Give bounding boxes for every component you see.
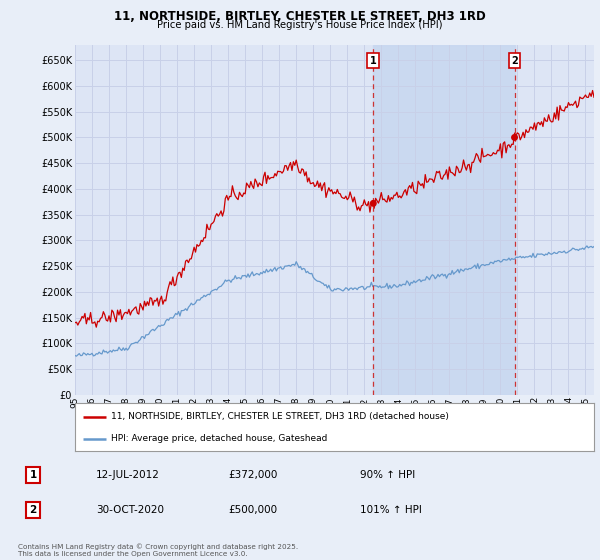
Text: 11, NORTHSIDE, BIRTLEY, CHESTER LE STREET, DH3 1RD: 11, NORTHSIDE, BIRTLEY, CHESTER LE STREE… — [114, 10, 486, 22]
Text: HPI: Average price, detached house, Gateshead: HPI: Average price, detached house, Gate… — [112, 435, 328, 444]
Text: 101% ↑ HPI: 101% ↑ HPI — [360, 505, 422, 515]
Text: 2: 2 — [29, 505, 37, 515]
Text: 90% ↑ HPI: 90% ↑ HPI — [360, 470, 415, 479]
Text: Contains HM Land Registry data © Crown copyright and database right 2025.
This d: Contains HM Land Registry data © Crown c… — [18, 544, 298, 557]
Text: 1: 1 — [370, 55, 377, 66]
Text: 11, NORTHSIDE, BIRTLEY, CHESTER LE STREET, DH3 1RD (detached house): 11, NORTHSIDE, BIRTLEY, CHESTER LE STREE… — [112, 412, 449, 421]
Bar — [373, 45, 515, 395]
Text: 1: 1 — [29, 470, 37, 479]
Text: 12-JUL-2012: 12-JUL-2012 — [96, 470, 160, 479]
Text: £372,000: £372,000 — [228, 470, 277, 479]
Text: Price paid vs. HM Land Registry's House Price Index (HPI): Price paid vs. HM Land Registry's House … — [157, 20, 443, 30]
Text: £500,000: £500,000 — [228, 505, 277, 515]
Text: 2: 2 — [511, 55, 518, 66]
Point — [368, 199, 378, 208]
Point — [510, 133, 520, 142]
Text: 30-OCT-2020: 30-OCT-2020 — [96, 505, 164, 515]
